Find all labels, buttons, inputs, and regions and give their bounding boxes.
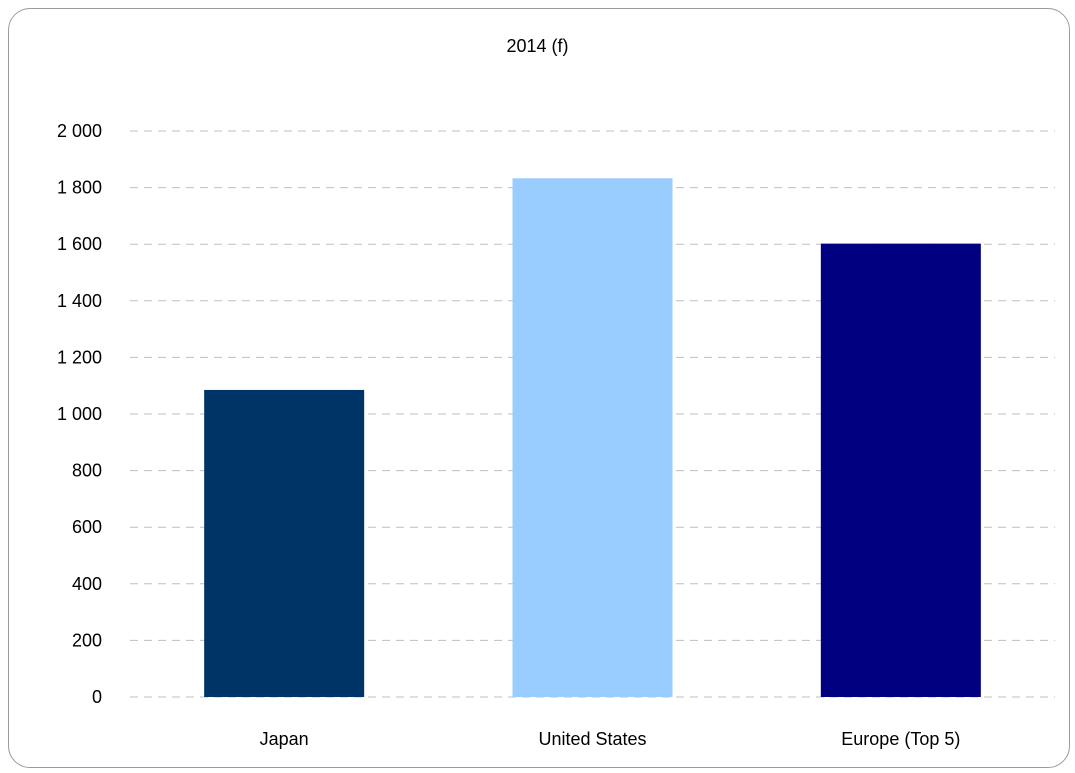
chart-title: 2014 (f) <box>506 36 569 56</box>
x-tick-label: Japan <box>260 729 309 749</box>
y-tick-label: 400 <box>72 574 102 594</box>
y-tick-label: 1 400 <box>57 291 102 311</box>
bar <box>204 389 365 697</box>
x-tick-label: United States <box>538 729 646 749</box>
y-tick-label: 600 <box>72 517 102 537</box>
y-tick-label: 1 000 <box>57 404 102 424</box>
y-tick-label: 1 200 <box>57 347 102 367</box>
x-tick-label: Europe (Top 5) <box>841 729 960 749</box>
bar <box>820 243 981 697</box>
y-tick-label: 2 000 <box>57 121 102 141</box>
y-tick-label: 800 <box>72 461 102 481</box>
y-tick-label: 0 <box>92 687 102 707</box>
y-tick-label: 200 <box>72 630 102 650</box>
y-tick-label: 1 800 <box>57 178 102 198</box>
bar <box>512 178 673 698</box>
y-tick-label: 1 600 <box>57 234 102 254</box>
